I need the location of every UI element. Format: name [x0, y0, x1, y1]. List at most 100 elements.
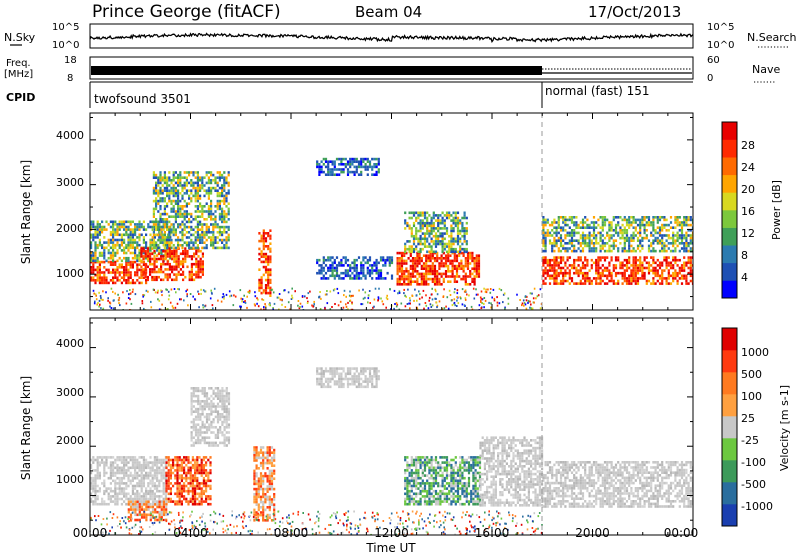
heatmap-cell — [459, 229, 462, 233]
heatmap-cell — [150, 300, 152, 303]
heatmap-cell — [176, 461, 179, 464]
heatmap-cell — [373, 173, 376, 176]
heatmap-cell — [207, 502, 210, 506]
heatmap-cell — [162, 508, 166, 511]
heatmap-cell — [96, 495, 99, 498]
heatmap-cell — [584, 234, 587, 237]
heatmap-cell — [485, 288, 487, 291]
heatmap-cell — [120, 259, 123, 263]
heatmap-cell — [270, 289, 273, 292]
heatmap-cell — [685, 279, 688, 283]
heatmap-cell — [451, 270, 454, 273]
heatmap-cell — [606, 277, 609, 280]
heatmap-cell — [185, 210, 188, 213]
heatmap-cell — [140, 225, 143, 229]
heatmap-cell — [581, 218, 585, 222]
heatmap-cell — [678, 236, 681, 240]
heatmap-cell — [617, 231, 620, 235]
heatmap-cell — [436, 272, 439, 276]
heatmap-cell — [621, 261, 624, 265]
heatmap-cell — [181, 215, 184, 218]
heatmap-cell — [353, 165, 356, 169]
heatmap-cell — [674, 247, 677, 250]
heatmap-cell — [165, 489, 168, 493]
heatmap-cell — [377, 168, 380, 171]
heatmap-cell — [454, 224, 457, 228]
heatmap-cell — [147, 223, 150, 226]
power-ytick-1000: 1000 — [56, 267, 84, 280]
heatmap-cell — [326, 302, 329, 305]
heatmap-cell — [140, 505, 144, 509]
heatmap-cell — [227, 233, 230, 237]
heatmap-cell — [634, 266, 637, 270]
heatmap-cell — [165, 513, 168, 517]
heatmap-cell — [223, 189, 226, 192]
heatmap-cell — [200, 463, 203, 467]
heatmap-cell — [555, 271, 558, 275]
heatmap-cell — [116, 469, 119, 472]
heatmap-cell — [416, 264, 419, 268]
heatmap-cell — [101, 220, 104, 224]
heatmap-cell — [420, 264, 423, 268]
heatmap-cell — [201, 223, 204, 226]
heatmap-cell — [178, 500, 181, 503]
heatmap-cell — [196, 502, 199, 506]
heatmap-cell — [205, 231, 208, 234]
heatmap-cell — [136, 268, 139, 272]
heatmap-cell — [199, 402, 202, 406]
heatmap-cell — [431, 277, 434, 281]
heatmap-cell — [669, 226, 673, 229]
heatmap-cell — [172, 233, 175, 237]
heatmap-cell — [175, 260, 178, 263]
heatmap-cell — [198, 500, 201, 503]
heatmap-cell — [163, 205, 166, 208]
heatmap-cell — [167, 479, 170, 483]
heatmap-cell — [136, 466, 139, 470]
heatmap-cell — [149, 518, 152, 522]
heatmap-cell — [685, 234, 688, 237]
heatmap-cell — [210, 186, 213, 190]
heatmap-cell — [329, 308, 332, 310]
heatmap-cell — [415, 237, 418, 241]
heatmap-cell — [116, 276, 119, 279]
heatmap-cell — [267, 278, 270, 282]
heatmap-cell — [202, 289, 205, 292]
heatmap-cell — [439, 234, 442, 238]
heatmap-cell — [161, 197, 164, 200]
heatmap-cell — [218, 215, 221, 218]
heatmap-cell — [94, 268, 97, 272]
heatmap-cell — [319, 291, 321, 293]
heatmap-cell — [601, 218, 604, 222]
heatmap-cell — [426, 211, 429, 215]
heatmap-cell — [417, 242, 420, 246]
heatmap-cell — [105, 456, 108, 459]
heatmap-cell — [425, 254, 428, 257]
heatmap-cell — [199, 413, 202, 416]
heatmap-cell — [116, 238, 119, 242]
heatmap-cell — [674, 234, 677, 237]
heatmap-cell — [190, 199, 193, 203]
heatmap-cell — [164, 458, 167, 462]
heatmap-cell — [127, 516, 130, 519]
heatmap-cell — [530, 307, 532, 310]
heatmap-cell — [153, 487, 156, 490]
heatmap-cell — [689, 223, 692, 227]
heatmap-cell — [131, 233, 134, 237]
heatmap-cell — [544, 256, 547, 259]
heatmap-cell — [264, 245, 268, 248]
heatmap-cell — [484, 290, 487, 293]
heatmap-cell — [689, 266, 692, 270]
heatmap-cell — [157, 228, 160, 231]
heatmap-cell — [353, 261, 356, 265]
heatmap-cell — [661, 216, 664, 219]
heatmap-cell — [177, 273, 180, 276]
heatmap-cell — [665, 239, 668, 242]
heatmap-cell — [407, 275, 410, 278]
heatmap-cell — [129, 220, 132, 224]
heatmap-cell — [192, 295, 194, 298]
heatmap-cell — [586, 271, 589, 275]
heatmap-cell — [347, 308, 349, 310]
heatmap-cell — [430, 224, 433, 228]
heatmap-cell — [645, 216, 648, 219]
heatmap-cell — [667, 274, 670, 278]
